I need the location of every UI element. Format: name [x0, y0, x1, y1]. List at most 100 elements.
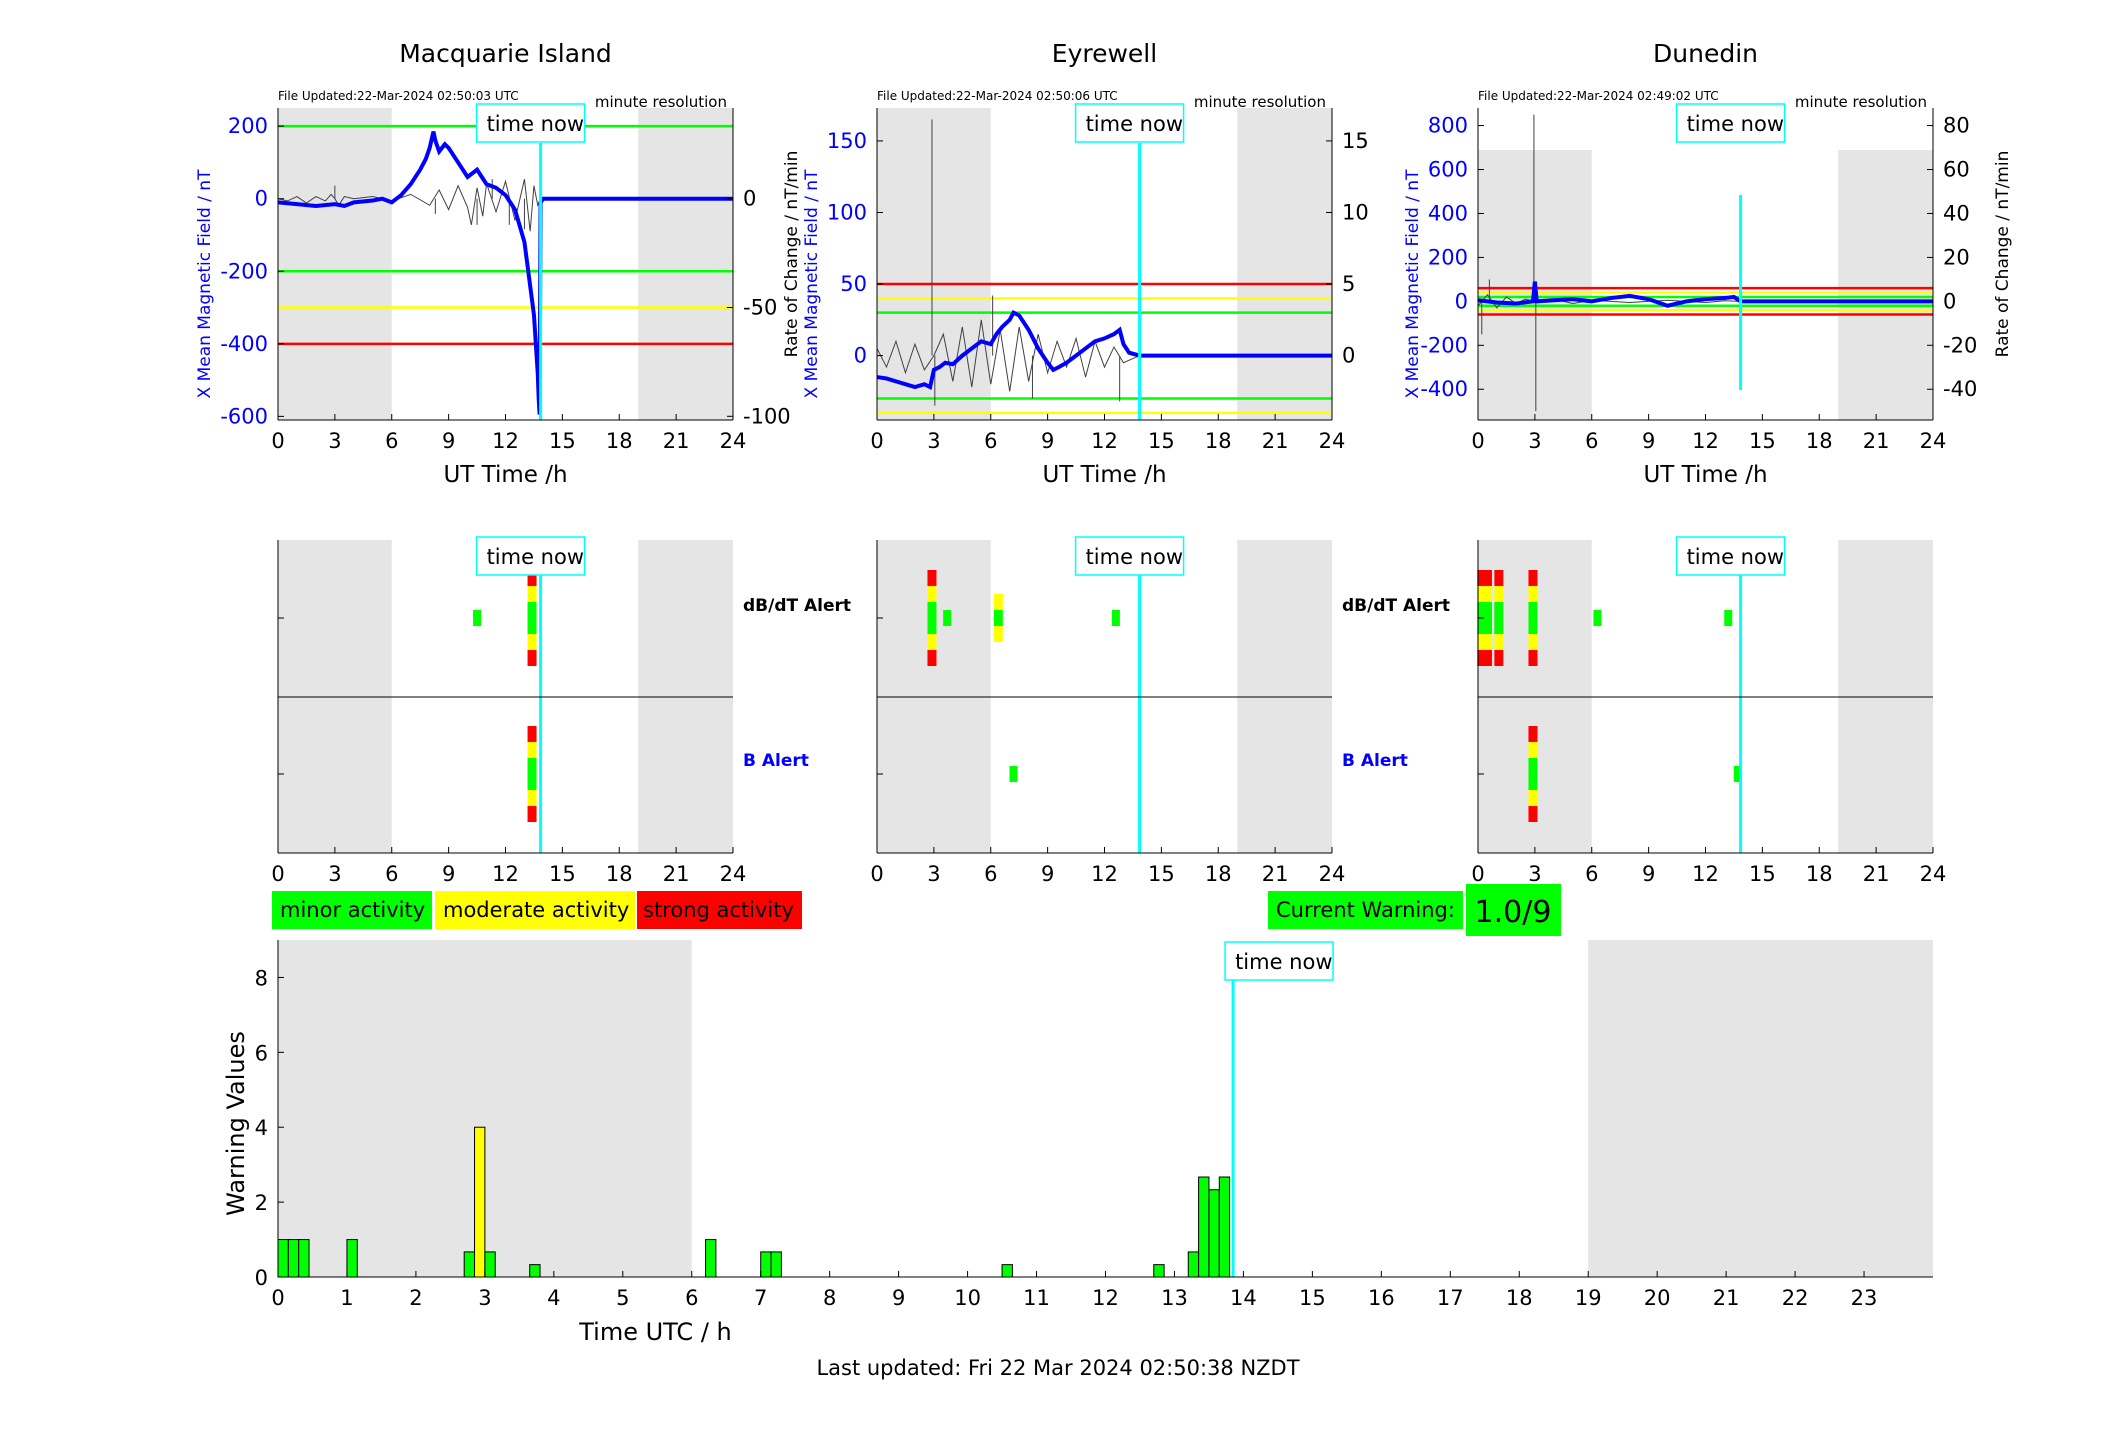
- y-tick-label: 2: [255, 1191, 268, 1215]
- night-shade: [1588, 940, 1933, 1277]
- x-tick-label: 6: [1585, 862, 1598, 886]
- b-alert-mark: [1528, 726, 1538, 742]
- x-tick-label: 21: [1863, 429, 1890, 453]
- b-alert-mark: [1528, 806, 1538, 822]
- x-tick-label: 6: [984, 862, 997, 886]
- y-tick-label: 4: [255, 1116, 268, 1140]
- x-axis-title: Time UTC / h: [578, 1318, 732, 1346]
- x-tick-label: 6: [984, 429, 997, 453]
- x-tick-label: 22: [1782, 1286, 1809, 1310]
- time-now-label: time now: [1086, 112, 1183, 136]
- x-tick-label: 12: [1092, 1286, 1119, 1310]
- x-tick-label: 0: [870, 429, 883, 453]
- y-tick-label: -400: [220, 332, 268, 356]
- dbdt-alert-mark: [1482, 618, 1492, 634]
- time-now-label: time now: [487, 545, 584, 569]
- x-tick-label: 12: [492, 862, 519, 886]
- dbdt-alert-mark: [1482, 586, 1492, 602]
- rate-of-change-trace: [277, 179, 733, 232]
- x-tick-label: 21: [1713, 1286, 1740, 1310]
- warning-bar: [705, 1239, 717, 1278]
- y-tick-label: -200: [1420, 333, 1468, 357]
- x-tick-label: 16: [1368, 1286, 1395, 1310]
- y-tick-label: 0: [255, 187, 268, 211]
- warning-bar: [277, 1239, 289, 1278]
- x-tick-label: 0: [271, 429, 284, 453]
- dbdt-alert-mark: [943, 610, 952, 626]
- x-tick-label: 6: [1585, 429, 1598, 453]
- time-now-box: [1224, 941, 1334, 981]
- dbdt-alert-mark: [473, 610, 482, 626]
- x-tick-label: 12: [1692, 862, 1719, 886]
- warning-bar: [770, 1251, 782, 1278]
- b-alert-mark: [527, 806, 537, 822]
- alert-panel-0: time now 0 3 6 9 12 15 18 21 24 dB/dT Alert B Alert: [271, 536, 851, 886]
- dbdt-alert-mark: [927, 634, 937, 650]
- x-tick-label: 14: [1230, 1286, 1257, 1310]
- dbdt-alert-mark: [1482, 650, 1492, 666]
- x-tick-label: 21: [1863, 862, 1890, 886]
- x-tick-label: 0: [1471, 429, 1484, 453]
- y-tick-label: -600: [220, 404, 268, 428]
- x-tick-label: 11: [1023, 1286, 1050, 1310]
- dbdt-alert-mark: [1528, 634, 1538, 650]
- x-tick-label: 19: [1575, 1286, 1602, 1310]
- x-tick-label: 9: [1041, 429, 1054, 453]
- x-tick-label: 21: [663, 429, 690, 453]
- x-tick-label: 4: [547, 1286, 560, 1310]
- warning-bar: [1153, 1264, 1165, 1278]
- activity-legend: minor activity moderate activity strong …: [272, 891, 802, 929]
- y-tick-label: 600: [1428, 158, 1468, 182]
- x-tick-label: 21: [1262, 429, 1289, 453]
- x-axis-title: UT Time /h: [1643, 462, 1767, 488]
- y2-tick-label: 40: [1943, 201, 1970, 225]
- x-tick-label: 9: [442, 429, 455, 453]
- dbdt-alert-mark: [1111, 610, 1120, 626]
- magnetic-field-trace: [876, 309, 1332, 391]
- current-warning-label: Current Warning:: [1276, 898, 1455, 922]
- x-tick-label: 20: [1644, 1286, 1671, 1310]
- rate-of-change-trace: [876, 319, 1332, 392]
- x-tick-label: 24: [1319, 429, 1346, 453]
- x-tick-label: 15: [1299, 1286, 1326, 1310]
- b-alert-mark: [1528, 774, 1538, 790]
- current-warning-label-box: [1268, 891, 1463, 929]
- legend-strong-label: strong activity: [643, 898, 794, 922]
- dbdt-alert-mark: [527, 586, 537, 602]
- last-updated-text: Last updated: Fri 22 Mar 2024 02:50:38 N…: [816, 1356, 1299, 1380]
- y-axis-title: X Mean Magnetic Field / nT: [195, 169, 215, 399]
- resolution-text: minute resolution: [595, 93, 727, 111]
- station-title: Eyrewell: [1052, 39, 1157, 68]
- warning-bar: [1218, 1176, 1231, 1278]
- dbdt-alert-mark: [993, 594, 1003, 610]
- dbdt-alert-mark: [1477, 650, 1487, 666]
- x-tick-label: 15: [1148, 862, 1175, 886]
- dbdt-alert-mark: [1482, 634, 1492, 650]
- dbdt-alert-mark: [1528, 618, 1538, 634]
- legend-moderate-swatch: [435, 891, 635, 929]
- y2-tick-label: 0: [1342, 344, 1355, 368]
- x-tick-label: 3: [1528, 429, 1541, 453]
- x-tick-label: 6: [385, 429, 398, 453]
- y-axis-title: X Mean Magnetic Field / nT: [802, 169, 822, 399]
- resolution-text: minute resolution: [1795, 93, 1927, 111]
- y-tick-label: 200: [1428, 245, 1468, 269]
- station-panel-1: time now 0 3 6 9 12 15 18 21 24 0 50 100 150 0 5 10 15 Eyr…: [782, 39, 1369, 488]
- resolution-text: minute resolution: [1194, 93, 1326, 111]
- warning-bar: [1187, 1251, 1200, 1278]
- night-shade: [1237, 108, 1332, 420]
- dbdt-alert-mark: [1477, 602, 1487, 618]
- x-tick-label: 15: [549, 862, 576, 886]
- x-tick-label: 12: [1692, 429, 1719, 453]
- y-axis-title: Warning Values: [222, 1031, 250, 1216]
- file-updated-text: File Updated:22-Mar-2024 02:50:06 UTC: [877, 89, 1118, 103]
- y-tick-label: 200: [228, 114, 268, 138]
- x-tick-label: 6: [685, 1286, 698, 1310]
- warning-bar: [346, 1239, 358, 1278]
- night-shade: [1838, 150, 1933, 420]
- dbdt-alert-mark: [1494, 602, 1504, 618]
- y-tick-label: 100: [827, 200, 867, 224]
- warning-bar: [529, 1264, 541, 1278]
